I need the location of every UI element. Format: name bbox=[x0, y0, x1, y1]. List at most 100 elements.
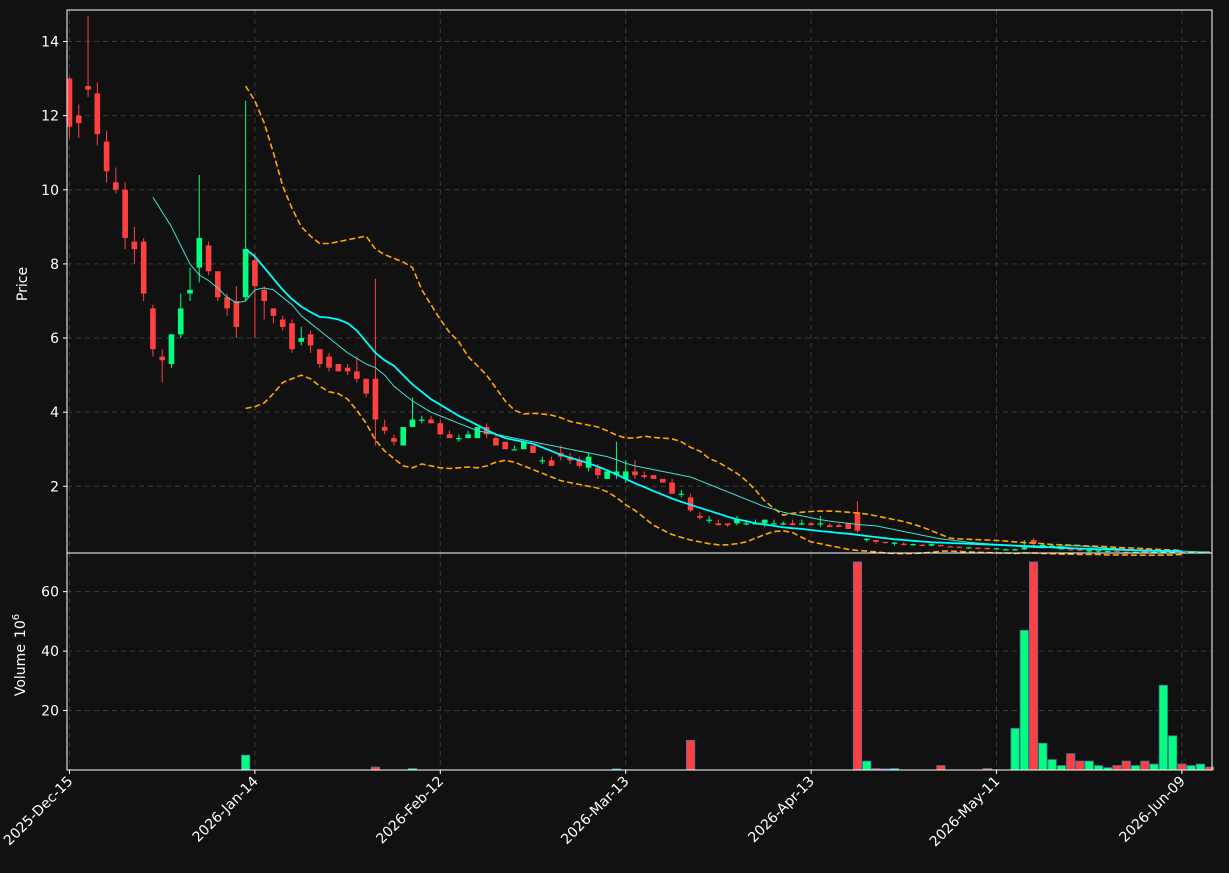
candle-body bbox=[863, 538, 870, 541]
candle-body bbox=[919, 544, 926, 547]
candle-body bbox=[854, 512, 861, 531]
candle-body bbox=[418, 419, 425, 421]
candle-body bbox=[539, 460, 546, 462]
candle-body bbox=[1188, 551, 1194, 554]
candle-body bbox=[150, 308, 156, 350]
candle-body bbox=[400, 426, 407, 446]
candle-body bbox=[1067, 549, 1074, 551]
candle-body bbox=[511, 449, 518, 451]
candle-body bbox=[836, 525, 842, 528]
candle-body bbox=[75, 115, 82, 124]
candle-body bbox=[771, 523, 777, 525]
volume-bar bbox=[1130, 765, 1141, 771]
moving-average-slow-line bbox=[245, 248, 1182, 552]
moving-average-fast-line bbox=[152, 196, 1210, 553]
volume-tick-label: 60 bbox=[41, 585, 59, 601]
candle-body bbox=[326, 356, 332, 368]
candle-body bbox=[1142, 551, 1148, 553]
candle-body bbox=[474, 426, 481, 439]
candle-body bbox=[1012, 549, 1018, 551]
candle-body bbox=[205, 245, 212, 272]
candle-body bbox=[437, 423, 444, 435]
candle-body bbox=[279, 319, 286, 327]
candle-body bbox=[669, 482, 675, 494]
candle-body bbox=[1151, 551, 1157, 554]
candle-body bbox=[993, 548, 1000, 550]
candle-body bbox=[984, 547, 991, 550]
candle-body bbox=[252, 260, 258, 287]
candle-body bbox=[826, 525, 833, 528]
volume-bar bbox=[685, 739, 696, 771]
candle-body bbox=[817, 523, 824, 525]
candle-body bbox=[910, 544, 916, 546]
volume-bar bbox=[1066, 753, 1076, 771]
candle-body bbox=[1058, 548, 1065, 550]
volume-bar bbox=[1047, 759, 1057, 771]
candle-body bbox=[882, 541, 889, 544]
candle-body bbox=[1030, 540, 1037, 544]
candle-body bbox=[391, 438, 397, 442]
candle-body bbox=[632, 471, 638, 476]
candle-body bbox=[743, 523, 750, 525]
candle-body bbox=[1160, 551, 1167, 553]
candle-body bbox=[901, 543, 907, 545]
volume-bar bbox=[1010, 727, 1020, 771]
candle-body bbox=[1123, 551, 1130, 553]
candle-body bbox=[85, 85, 91, 90]
candle-body bbox=[734, 519, 740, 524]
candle-body bbox=[548, 460, 555, 466]
candle-body bbox=[975, 547, 981, 550]
volume-bar bbox=[1195, 763, 1206, 771]
volume-bar bbox=[241, 754, 251, 771]
price-tick-label: 4 bbox=[50, 405, 59, 421]
candle-body bbox=[168, 334, 175, 364]
candle-body bbox=[1040, 544, 1046, 547]
candle-body bbox=[428, 419, 434, 424]
price-tick-label: 14 bbox=[41, 35, 59, 51]
volume-axis-label: Volume 106 bbox=[11, 614, 29, 696]
volume-bar bbox=[1149, 763, 1159, 771]
volume-panel-frame bbox=[66, 552, 1213, 771]
candle-body bbox=[224, 297, 230, 309]
candle-body bbox=[780, 523, 787, 525]
price-tick-label: 2 bbox=[50, 479, 59, 495]
candle-body bbox=[187, 289, 193, 294]
candle-body bbox=[381, 426, 388, 431]
candle-body bbox=[1169, 551, 1176, 553]
candle-body bbox=[177, 308, 184, 335]
volume-axis-label-text: Volume bbox=[13, 644, 29, 696]
price-panel bbox=[66, 15, 1213, 557]
candle-body bbox=[585, 456, 592, 468]
candle-body bbox=[307, 334, 314, 346]
candle-body bbox=[344, 367, 351, 372]
candle-body bbox=[1132, 551, 1139, 554]
candle-body bbox=[1197, 551, 1204, 554]
candle-body bbox=[530, 445, 536, 453]
candle-body bbox=[233, 300, 240, 327]
candle-body bbox=[678, 493, 685, 495]
candle-body bbox=[354, 371, 360, 379]
candle-body bbox=[502, 441, 508, 450]
candle-body bbox=[706, 519, 712, 521]
candle-body bbox=[1021, 547, 1028, 550]
candle-body bbox=[808, 523, 814, 526]
candle-body bbox=[604, 471, 610, 479]
candle-body bbox=[94, 93, 101, 135]
volume-bar bbox=[1168, 735, 1178, 771]
volume-bar bbox=[1093, 765, 1104, 771]
candle-body bbox=[1077, 549, 1083, 551]
price-tick-label: 10 bbox=[41, 183, 59, 199]
candle-body bbox=[891, 542, 898, 544]
candle-body bbox=[261, 289, 267, 301]
candle-body bbox=[215, 271, 221, 298]
volume-bar bbox=[1075, 760, 1085, 771]
volume-bar bbox=[1140, 760, 1150, 771]
price-tick-label: 12 bbox=[41, 109, 59, 125]
candle-body bbox=[650, 475, 657, 479]
candle-body bbox=[938, 544, 944, 547]
candle-body bbox=[799, 523, 805, 525]
volume-bar bbox=[936, 765, 946, 771]
candle-body bbox=[409, 419, 416, 427]
